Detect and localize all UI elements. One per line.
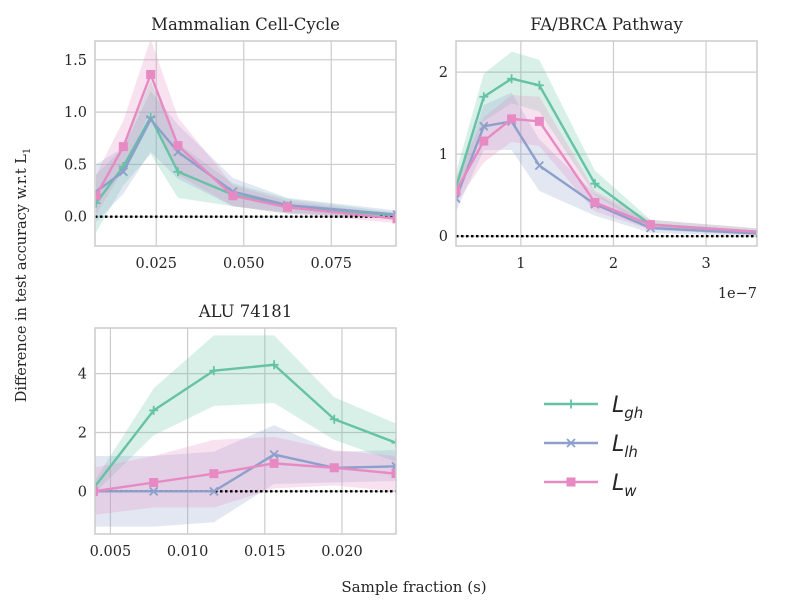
data-point-lh <box>456 193 461 204</box>
confidence-band-gh <box>95 335 396 493</box>
x-tick-label: 0.005 <box>90 544 132 560</box>
confidence-band-lh <box>456 92 757 237</box>
x-tick-label: 0.025 <box>135 256 177 272</box>
data-point-lh <box>149 486 159 496</box>
data-point-w <box>173 141 183 151</box>
axes-frame <box>94 327 397 535</box>
x-tick-label: 2 <box>609 256 618 272</box>
y-tick-label: 4 <box>78 367 87 383</box>
legend-label-lh: Llh <box>612 432 638 461</box>
data-point-lh <box>209 486 219 496</box>
data-point-lh <box>479 121 489 131</box>
data-point-w <box>146 69 156 79</box>
data-point-gh <box>173 167 183 177</box>
y-tick-label: 1.5 <box>64 53 87 69</box>
confidence-band-lh <box>95 425 396 527</box>
data-point-gh <box>479 92 489 102</box>
panel-title: Mammalian Cell-Cycle <box>151 15 340 34</box>
x-tick-label: 0.075 <box>310 256 352 272</box>
data-point-w <box>118 142 128 152</box>
data-point-w <box>479 136 489 146</box>
confidence-band-w <box>95 436 396 515</box>
data-point-gh <box>269 360 279 370</box>
axes-frame <box>94 40 397 247</box>
legend-label-gh: Lgh <box>612 393 643 422</box>
legend-entry-w: Lw <box>544 471 637 500</box>
legend-marker-gh <box>566 399 576 409</box>
panel-title: ALU 74181 <box>198 302 293 321</box>
plot-area <box>95 335 396 527</box>
confidence-band-gh <box>456 51 757 236</box>
y-tick-label: 0 <box>78 484 87 500</box>
data-point-w <box>329 463 339 473</box>
data-point-lh <box>269 449 279 460</box>
series-line-gh <box>95 363 396 489</box>
data-point-gh <box>391 438 396 448</box>
y-tick-label: 0.0 <box>64 210 87 226</box>
plot-area <box>456 51 766 238</box>
data-point-gh <box>590 179 600 189</box>
data-point-w <box>269 458 279 468</box>
data-point-w <box>391 469 396 479</box>
data-point-w <box>149 478 159 487</box>
x-tick-label: 0.020 <box>321 544 363 560</box>
y-tick-label: 2 <box>78 425 87 441</box>
shared-x-axis-label: Sample fraction (s) <box>341 578 486 596</box>
y-tick-label: 0 <box>439 229 448 245</box>
legend-label-w: Lw <box>612 471 637 500</box>
data-point-w <box>534 116 544 126</box>
data-point-lh <box>146 114 156 125</box>
legend-entry-gh: Lgh <box>544 393 643 422</box>
shared-y-axis-label: Difference in test accuracy w.r.t L1 <box>14 148 33 403</box>
data-point-w <box>757 228 766 237</box>
axes-frame <box>455 40 758 247</box>
data-point-lh <box>118 167 128 177</box>
x-tick-label: 0.050 <box>223 256 265 272</box>
confidence-band-lh <box>96 91 396 222</box>
x-tick-label: 3 <box>701 256 710 272</box>
legend-marker-lh <box>566 438 576 448</box>
data-point-w <box>645 220 655 230</box>
data-point-w <box>507 114 517 124</box>
data-point-gh <box>757 228 766 237</box>
data-point-w <box>590 198 600 208</box>
x-tick-label: 1 <box>516 256 525 272</box>
x-tick-label: 0.010 <box>167 544 209 560</box>
panel-alu-74181: 0.005 0.010 0.015 0.020 0 2 4 ALU 74181 <box>78 302 397 560</box>
data-point-w <box>228 191 238 201</box>
y-tick-label: 0.5 <box>64 157 87 173</box>
legend-entry-lh: Llh <box>544 432 638 461</box>
data-point-lh <box>534 161 544 171</box>
data-point-w <box>456 186 461 196</box>
confidence-band-w <box>456 95 757 236</box>
data-point-w <box>209 469 219 479</box>
y-tick-label: 1.0 <box>64 105 87 121</box>
data-point-gh <box>149 405 159 415</box>
data-point-lh <box>391 461 396 471</box>
plot-area <box>95 41 396 233</box>
data-point-w <box>95 191 101 201</box>
data-point-w <box>95 486 98 496</box>
data-point-w <box>283 202 292 212</box>
y-tick-label: 2 <box>439 65 448 81</box>
data-point-gh <box>507 74 517 84</box>
data-point-gh <box>534 80 544 90</box>
data-point-lh <box>756 230 757 238</box>
series-line-lh <box>95 453 396 493</box>
legend-marker-w <box>566 477 576 487</box>
legend: Lgh Llh Lw <box>544 393 643 500</box>
panel-mammalian-cell-cycle: 0.025 0.050 0.075 0.0 0.5 1.0 1.5 Mammalian Cel… <box>64 15 397 272</box>
panel-title: FA/BRCA Pathway <box>530 15 683 34</box>
x-tick-label: 0.015 <box>244 544 286 560</box>
data-point-gh <box>209 366 219 376</box>
series-line-w <box>95 462 396 493</box>
x-scale-offset-label: 1e−7 <box>718 286 757 302</box>
y-tick-label: 1 <box>439 147 448 163</box>
panel-fa-brca-pathway: 1 2 3 0 1 2 FA/BRCA Pathway 1e−7 <box>439 15 766 302</box>
data-point-gh <box>329 414 339 424</box>
data-point-w <box>392 214 396 224</box>
